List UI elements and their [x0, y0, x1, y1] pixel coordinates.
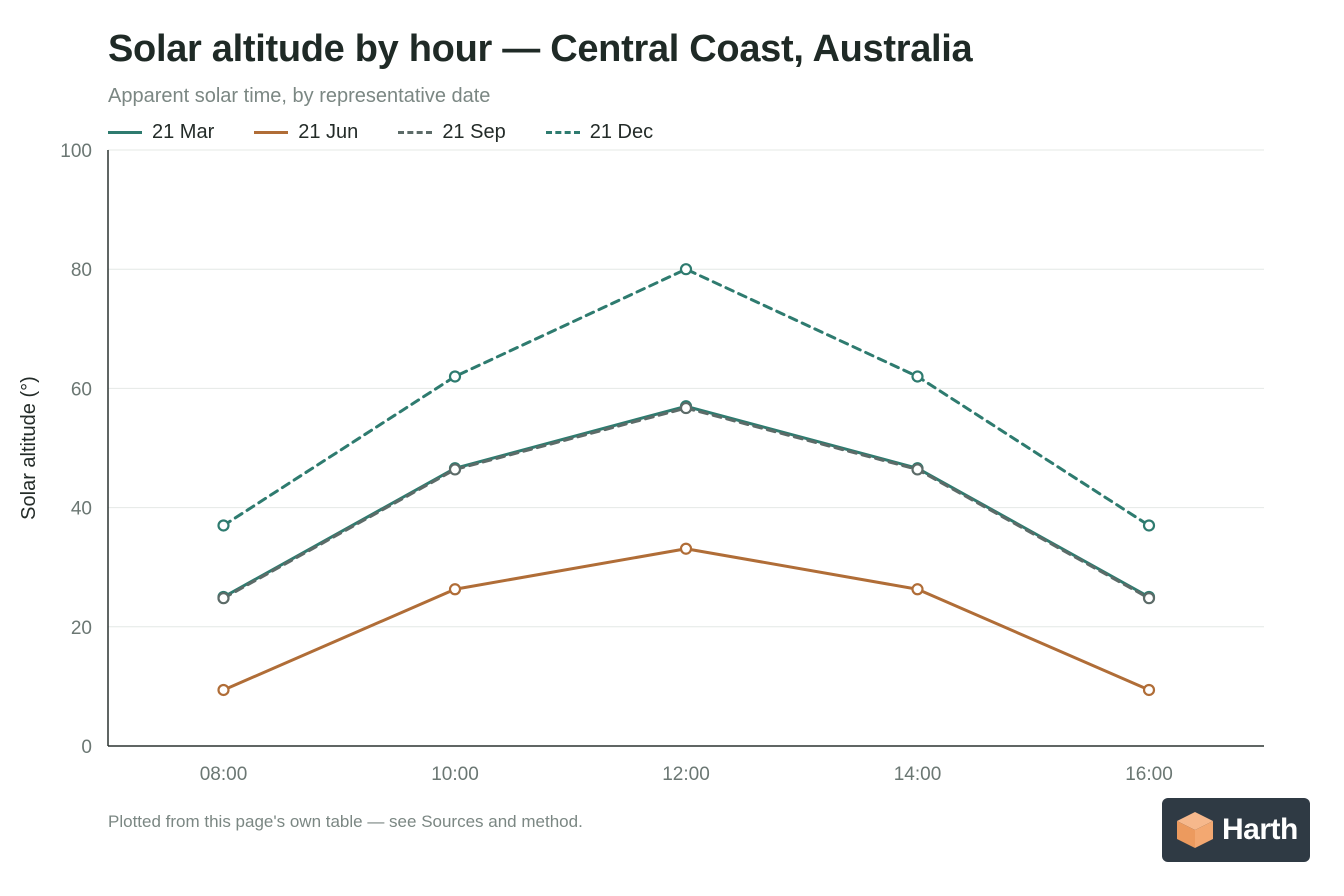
data-point: [679, 401, 693, 415]
data-point: [448, 370, 462, 383]
series-line-21-jun: [222, 547, 1151, 692]
data-point: [911, 370, 924, 383]
series-markers: [217, 263, 1156, 697]
data-point: [1142, 519, 1156, 532]
footnote: Plotted from this page's own table — see…: [108, 812, 583, 831]
series-line-21-dec: [222, 267, 1151, 527]
badge-brand-text: Harth: [1222, 813, 1298, 846]
legend-swatch-dec: [545, 130, 580, 134]
legend-item-mar: 21 Mar: [108, 121, 214, 144]
legend-swatch-jun: [254, 130, 289, 134]
data-point: [1142, 592, 1156, 605]
data-point: [1142, 683, 1156, 697]
legend-item-sep: 21 Sep: [398, 120, 506, 144]
axes: 0 20 40 60 80 100 08:00 10:00 12:00 14:00 16:00: [60, 141, 1264, 785]
legend-label: 21 Sep: [442, 120, 506, 143]
x-tick-label: 14:00: [894, 764, 942, 785]
chart-legend: 21 Mar 21 Jun 21 Sep 21 Dec: [108, 119, 693, 145]
legend-item-dec: 21 Dec: [545, 120, 654, 144]
x-tick-label: 12:00: [662, 764, 710, 785]
gridlines: [108, 149, 1264, 628]
data-point: [217, 592, 230, 605]
chart-subtitle: Apparent solar time, by representative d…: [108, 85, 491, 107]
y-tick-label: 100: [60, 141, 92, 162]
data-point: [448, 583, 462, 596]
x-tick-label: 10:00: [431, 764, 479, 785]
chart-title: Solar altitude by hour — Central Coast, …: [108, 28, 973, 70]
x-tick-label: 08:00: [200, 764, 248, 785]
y-tick-label: 60: [71, 379, 92, 400]
series-line-21-mar: [222, 404, 1151, 599]
data-point: [217, 683, 230, 697]
data-point: [911, 583, 924, 596]
legend-swatch-sep: [398, 130, 433, 134]
y-tick-label: 0: [81, 737, 92, 758]
data-point: [679, 263, 693, 276]
legend-swatch-mar: [108, 130, 142, 134]
harth-badge[interactable]: Harth: [1162, 798, 1310, 862]
data-point: [217, 519, 230, 532]
legend-label: 21 Mar: [152, 120, 215, 143]
y-axis-label: Solar altitude (°): [18, 376, 40, 520]
legend-item-jun: 21 Jun: [254, 121, 358, 144]
data-point: [679, 542, 693, 555]
data-point: [448, 463, 462, 476]
y-tick-label: 40: [71, 499, 92, 520]
legend-label: 21 Jun: [298, 120, 359, 143]
y-tick-label: 20: [71, 618, 92, 639]
x-tick-label: 16:00: [1125, 764, 1173, 785]
legend-label: 21 Dec: [589, 120, 654, 143]
harth-cube-logo-icon: [1177, 812, 1213, 848]
y-tick-label: 80: [71, 260, 92, 281]
data-point: [911, 463, 924, 476]
